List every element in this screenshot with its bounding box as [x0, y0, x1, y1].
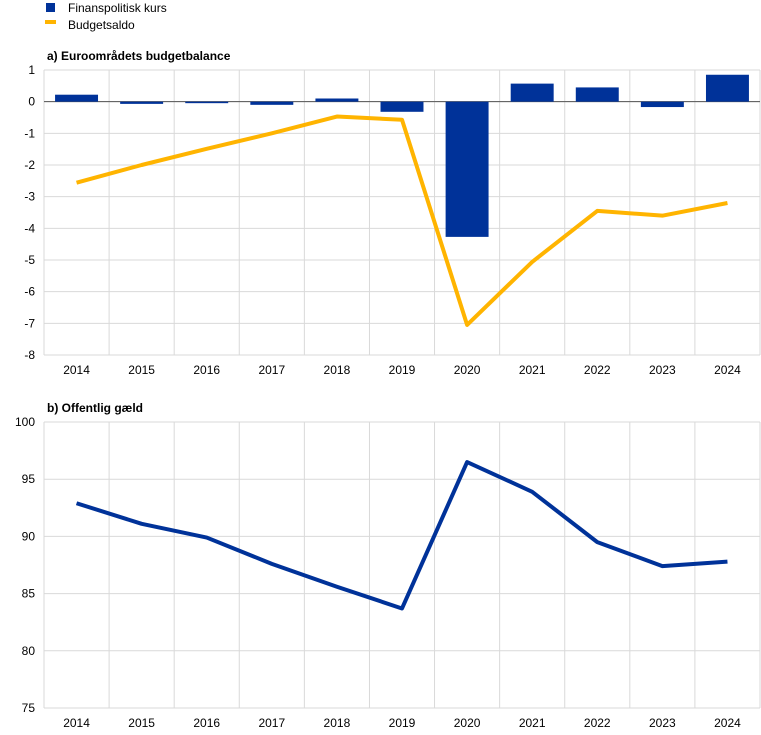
- series-line: [76, 114, 728, 327]
- x-tick-label: 2022: [584, 363, 611, 377]
- series-line: [75, 460, 728, 611]
- y-tick-label: -5: [24, 253, 35, 267]
- y-tick-label: -7: [24, 316, 35, 330]
- bar: [55, 94, 99, 102]
- y-tick-label: -4: [24, 221, 35, 235]
- bar: [315, 98, 359, 102]
- x-tick-label: 2016: [193, 716, 220, 730]
- bar: [575, 87, 619, 102]
- bar: [640, 101, 684, 108]
- bar: [250, 101, 294, 105]
- chart-a-title: a) Euroområdets budgetbalance: [47, 49, 231, 63]
- y-tick-label: 95: [22, 472, 36, 486]
- y-tick-label: 85: [22, 587, 36, 601]
- y-tick-label: -3: [24, 190, 35, 204]
- legend-swatch-line: [45, 20, 56, 24]
- x-tick-label: 2015: [128, 363, 155, 377]
- x-tick-label: 2017: [258, 363, 285, 377]
- y-tick-label: -6: [24, 285, 35, 299]
- bar: [185, 101, 229, 104]
- y-tick-label: -1: [24, 126, 35, 140]
- chart-b-title: b) Offentlig gæld: [47, 401, 143, 415]
- x-tick-label: 2019: [389, 716, 416, 730]
- bar: [705, 74, 749, 102]
- y-tick-label: 1: [28, 63, 35, 77]
- y-tick-label: 90: [22, 529, 36, 543]
- bar: [510, 83, 554, 102]
- y-tick-label: -8: [24, 348, 35, 362]
- x-tick-label: 2024: [714, 716, 741, 730]
- y-tick-label: -2: [24, 158, 35, 172]
- x-tick-label: 2019: [389, 363, 416, 377]
- bar: [380, 101, 424, 112]
- y-tick-label: 0: [28, 95, 35, 109]
- x-tick-label: 2020: [454, 716, 481, 730]
- bar: [445, 101, 489, 237]
- x-tick-label: 2021: [519, 716, 546, 730]
- x-tick-label: 2021: [519, 363, 546, 377]
- x-tick-label: 2018: [324, 716, 351, 730]
- x-tick-label: 2014: [63, 363, 90, 377]
- x-tick-label: 2023: [649, 716, 676, 730]
- x-tick-label: 2017: [258, 716, 285, 730]
- y-tick-label: 80: [22, 644, 36, 658]
- legend-label-bar: Finanspolitisk kurs: [68, 1, 167, 15]
- y-tick-label: 75: [22, 701, 36, 715]
- x-tick-label: 2022: [584, 716, 611, 730]
- bar: [120, 101, 164, 104]
- x-tick-label: 2016: [193, 363, 220, 377]
- x-tick-label: 2015: [128, 716, 155, 730]
- x-tick-label: 2023: [649, 363, 676, 377]
- x-tick-label: 2018: [324, 363, 351, 377]
- x-tick-label: 2014: [63, 716, 90, 730]
- legend-swatch-bar: [46, 3, 55, 12]
- legend-label-line: Budgetsaldo: [68, 18, 135, 32]
- x-tick-label: 2020: [454, 363, 481, 377]
- x-tick-label: 2024: [714, 363, 741, 377]
- y-tick-label: 100: [15, 415, 35, 429]
